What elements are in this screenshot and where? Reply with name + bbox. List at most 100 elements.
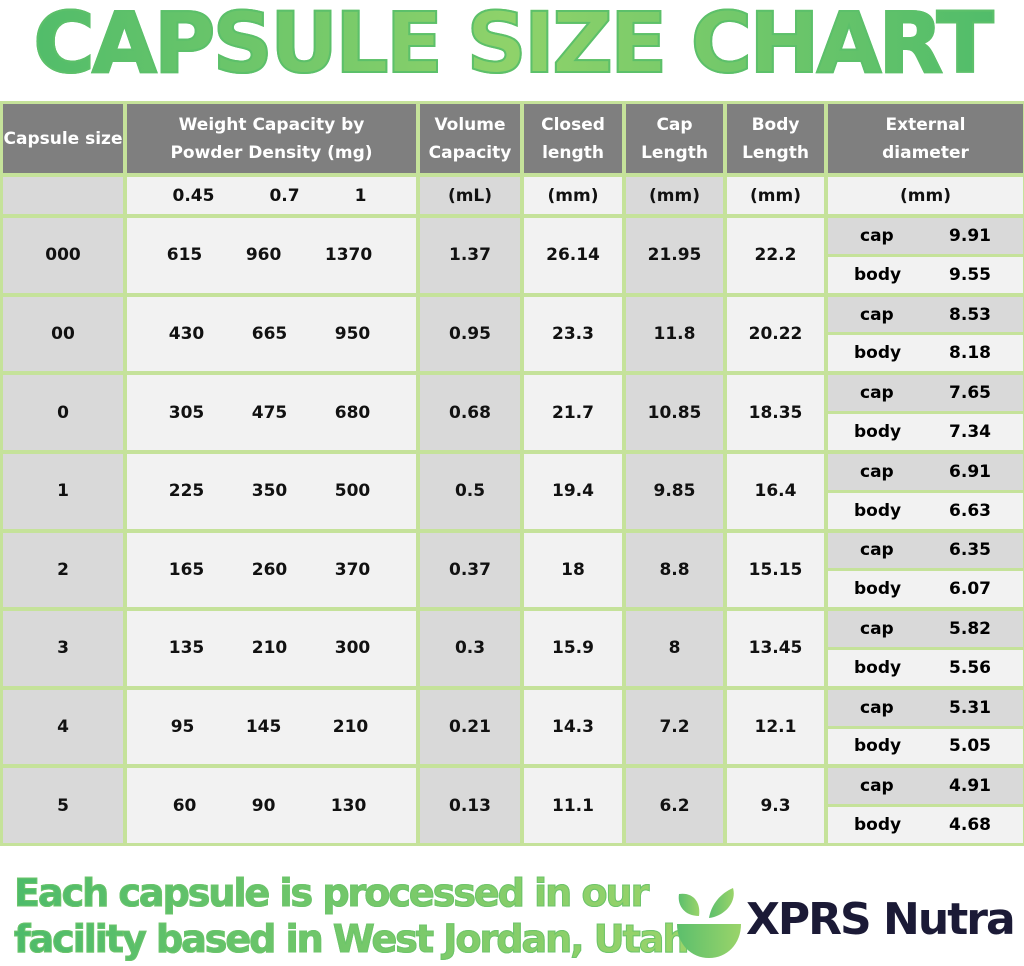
capsule-size-table: Capsule size Weight Capacity by Powder D…	[0, 101, 1024, 846]
diameter-cap-label: cap	[860, 776, 894, 797]
weight-value: 90	[251, 795, 276, 816]
diameter-cap-value: 6.91	[949, 461, 991, 482]
external-diameter-cell: cap 4.91 body 4.68	[828, 768, 1023, 843]
weight-value: 665	[251, 323, 288, 344]
diameter-body-value: 8.18	[949, 343, 991, 364]
weight-value: 370	[334, 559, 371, 580]
external-diameter-cell: cap 8.53 body 8.18	[828, 296, 1023, 372]
diameter-body-value: 6.07	[949, 579, 991, 600]
header-closed-length: Closed length	[524, 104, 622, 173]
diameter-body-label: body	[854, 736, 902, 757]
diameter-cap-value: 9.91	[949, 225, 991, 246]
body-length-cell: 16.4	[727, 453, 824, 529]
diameter-body-value: 4.68	[949, 815, 991, 836]
diameter-body-row: body 9.55	[828, 256, 1023, 293]
closed-length-cell: 11.1	[524, 768, 622, 843]
cap-length-cell: 7.2	[626, 689, 723, 765]
body-length-cell: 9.3	[727, 768, 824, 843]
weight-capacity-cell: 95 145 210	[127, 689, 416, 765]
cap-length-cell: 10.85	[626, 375, 723, 450]
diameter-cap-row: cap 4.91	[828, 768, 1023, 805]
body-length-cell: 15.15	[727, 532, 824, 608]
weight-value: 210	[251, 638, 288, 659]
cap-length-cell: 8	[626, 611, 723, 686]
cap-length-cell: 11.8	[626, 296, 723, 372]
diameter-cap-label: cap	[860, 619, 894, 640]
weight-value: 680	[334, 402, 371, 423]
capsule-size-cell: 2	[3, 532, 123, 608]
capsule-size-cell: 5	[3, 768, 123, 843]
body-length-cell: 13.45	[727, 611, 824, 686]
footer-tagline: Each capsule is processed in our facilit…	[14, 870, 691, 962]
volume-cell: 0.95	[420, 296, 520, 372]
capsule-size-cell: 00	[3, 296, 123, 372]
weight-value: 210	[332, 717, 369, 738]
diameter-body-label: body	[854, 579, 902, 600]
closed-length-cell: 21.7	[524, 375, 622, 450]
diameter-cap-value: 5.31	[949, 697, 991, 718]
brand-name: XPRS Nutra	[746, 894, 1016, 945]
weight-value: 1370	[324, 245, 373, 266]
cap-length-cell: 8.8	[626, 532, 723, 608]
volume-cell: 0.68	[420, 375, 520, 450]
closed-length-cell: 14.3	[524, 689, 622, 765]
diameter-body-row: body 5.05	[828, 728, 1023, 765]
diameter-cap-row: cap 8.53	[828, 296, 1023, 333]
diameter-cap-row: cap 6.35	[828, 532, 1023, 569]
external-diameter-cell: cap 5.31 body 5.05	[828, 689, 1023, 765]
external-diameter-cell: cap 6.35 body 6.07	[828, 532, 1023, 608]
weight-value: 60	[172, 795, 197, 816]
subheader-volume-unit: (mL)	[420, 177, 520, 214]
diameter-body-value: 5.56	[949, 657, 991, 678]
diameter-body-value: 9.55	[949, 264, 991, 285]
diameter-cap-row: cap 9.91	[828, 218, 1023, 254]
volume-cell: 0.13	[420, 768, 520, 843]
diameter-body-label: body	[854, 500, 902, 521]
diameter-body-label: body	[854, 264, 902, 285]
diameter-cap-value: 7.65	[949, 383, 991, 404]
weight-value: 130	[330, 795, 367, 816]
weight-value: 430	[168, 323, 205, 344]
header-body-length: Body Length	[727, 104, 824, 173]
footer-line-1: Each capsule is processed in our	[14, 871, 650, 916]
volume-cell: 0.3	[420, 611, 520, 686]
capsule-size-cell: 1	[3, 453, 123, 529]
weight-value: 615	[166, 245, 203, 266]
diameter-body-row: body 4.68	[828, 807, 1023, 843]
diameter-cap-row: cap 6.91	[828, 453, 1023, 490]
header-capsule-size: Capsule size	[3, 104, 123, 173]
subheader-external-unit: (mm)	[828, 177, 1023, 214]
cap-length-cell: 6.2	[626, 768, 723, 843]
weight-value: 950	[334, 323, 371, 344]
weight-capacity-cell: 60 90 130	[127, 768, 416, 843]
subheader-body-unit: (mm)	[727, 177, 824, 214]
weight-value: 475	[251, 402, 288, 423]
weight-capacity-cell: 135 210 300	[127, 611, 416, 686]
diameter-cap-row: cap 5.31	[828, 689, 1023, 726]
weight-value: 305	[168, 402, 205, 423]
cap-length-cell: 21.95	[626, 218, 723, 293]
body-length-cell: 20.22	[727, 296, 824, 372]
volume-cell: 0.5	[420, 453, 520, 529]
weight-value: 225	[168, 481, 205, 502]
external-diameter-cell: cap 9.91 body 9.55	[828, 218, 1023, 293]
weight-value: 95	[170, 717, 195, 738]
diameter-body-label: body	[854, 421, 902, 442]
capsule-size-cell: 000	[3, 218, 123, 293]
diameter-cap-label: cap	[860, 540, 894, 561]
volume-cell: 0.21	[420, 689, 520, 765]
capsule-size-cell: 4	[3, 689, 123, 765]
diameter-body-label: body	[854, 657, 902, 678]
external-diameter-cell: cap 6.91 body 6.63	[828, 453, 1023, 529]
weight-capacity-cell: 430 665 950	[127, 296, 416, 372]
weight-capacity-cell: 225 350 500	[127, 453, 416, 529]
subheader-closed-unit: (mm)	[524, 177, 622, 214]
capsule-size-cell: 3	[3, 611, 123, 686]
weight-value: 145	[245, 717, 282, 738]
weight-value: 350	[251, 481, 288, 502]
cap-length-cell: 9.85	[626, 453, 723, 529]
weight-value: 500	[334, 481, 371, 502]
header-weight-capacity: Weight Capacity by Powder Density (mg)	[127, 104, 416, 173]
diameter-cap-label: cap	[860, 697, 894, 718]
diameter-cap-value: 5.82	[949, 619, 991, 640]
